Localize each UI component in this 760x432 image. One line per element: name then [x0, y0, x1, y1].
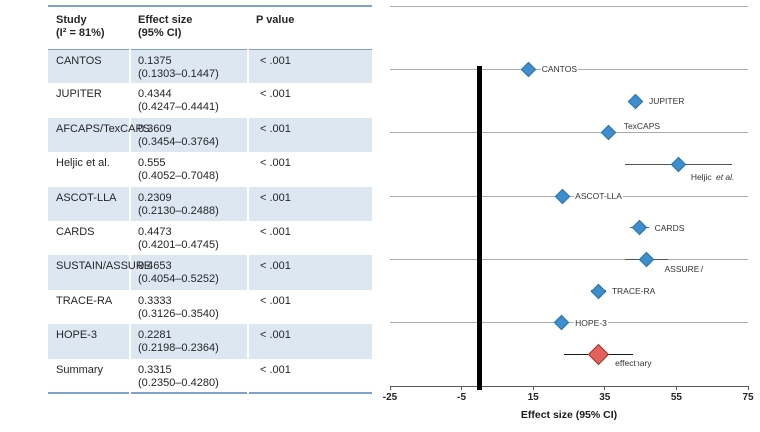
p-value-cell: < .001 [247, 152, 372, 187]
x-axis-tick-label: -25 [382, 392, 398, 403]
header-pvalue-line1: P value [256, 14, 295, 26]
effect-size-marker [670, 156, 686, 173]
table-row: AFCAPS/TexCAPS 0.3609 (0.3454–0.3764) < .00… [48, 117, 372, 153]
x-axis-tick-label: 15 [527, 392, 539, 403]
x-axis-tick [461, 386, 463, 390]
header-study-line1: Study [56, 14, 87, 26]
effect-size-cell: 0.3333 (0.3126–0.3540) [129, 289, 248, 325]
table-row: JUPITER 0.4344 (0.4247–0.4441) < .001 [48, 83, 372, 118]
p-value-cell: < .001 [247, 324, 372, 359]
table-row: Summary 0.3315 (0.2350–0.4280) < .001 [48, 358, 372, 393]
table-row: ASCOT-LLA 0.2309 (0.2130–0.2488) < .001 [48, 186, 372, 221]
study-cell: AFCAPS/TexCAPS [56, 122, 151, 135]
study-cell: CANTOS [56, 54, 102, 67]
x-axis-title: Effect size (95% CI) [520, 409, 618, 421]
effect-size-cell: 0.2281 (0.2198–0.2364) [129, 324, 248, 359]
x-axis-line [390, 385, 748, 387]
x-axis-tick-label: -5 [457, 392, 467, 403]
gridline [390, 258, 748, 260]
study-cell: CARDS [56, 225, 95, 238]
header-effect-line1: Effect size [138, 14, 193, 26]
gridline [390, 132, 748, 134]
effect-size-marker [591, 283, 607, 299]
effect-size-cell: 0.3609 (0.3454–0.3764) [129, 117, 248, 153]
summary-effect-marker [587, 343, 609, 365]
effect-size-marker [600, 124, 617, 141]
gridline [390, 322, 748, 324]
effect-size-marker [553, 314, 569, 331]
study-cell: SUSTAIN/ASSURE [56, 260, 152, 273]
effect-size-marker [627, 93, 643, 109]
x-axis-tick-label: 35 [599, 392, 611, 403]
study-cell: Summary [56, 363, 104, 376]
table-row: Heljic et al. 0.555 (0.4052–0.7048) < .001 [48, 152, 372, 187]
x-axis-tick-label: 55 [670, 392, 682, 403]
forest-plot: -25 -5 15 35 55 75 Effect size (95% CI) CANTOS J… [383, 5, 754, 421]
table-row: TRACE-RA 0.3333 (0.3126–0.3540) < .001 [48, 289, 372, 325]
effect-size-cell: 0.2309 (0.2130–0.2488) [129, 186, 248, 221]
study-cell: ASCOT-LLA [56, 191, 117, 204]
table-header-row: Study (I² = 81%) Effect size (95% CI) P … [48, 6, 372, 50]
p-value-cell: < .001 [247, 49, 372, 84]
study-cell: HOPE-3 [56, 329, 97, 342]
p-value-cell: < .001 [247, 289, 372, 325]
p-value-cell: < .001 [247, 186, 372, 221]
study-cell: JUPITER [56, 88, 102, 101]
header-effect-line2: (95% CI) [138, 27, 182, 39]
x-axis-tick [389, 386, 391, 390]
header-study-line2: (I² = 81%) [56, 27, 105, 39]
zero-reference-line [477, 66, 482, 390]
x-axis-tick [675, 386, 677, 390]
study-cell: TRACE-RA [56, 294, 113, 307]
x-axis-tick-label: 75 [742, 392, 754, 403]
p-value-cell: < .001 [247, 255, 372, 290]
effect-size-cell: 0.1375 (0.1303–0.1447) [129, 49, 248, 84]
gridline [390, 5, 748, 7]
study-cell: Heljic et al. [56, 157, 110, 170]
effect-size-cell: 0.4344 (0.4247–0.4441) [129, 83, 248, 118]
table-row: CANTOS 0.1375 (0.1303–0.1447) < .001 [48, 49, 372, 84]
effect-size-table: Study (I² = 81%) Effect size (95% CI) P … [48, 5, 372, 394]
effect-size-cell: 0.3315 (0.2350–0.4280) [129, 358, 248, 393]
table-row: CARDS 0.4473 (0.4201–0.4745) < .001 [48, 220, 372, 256]
table-row: SUSTAIN/ASSURE 0.4653 (0.4054–0.5252) < .00… [48, 255, 372, 290]
p-value-cell: < .001 [247, 358, 372, 393]
p-value-cell: < .001 [247, 220, 372, 256]
effect-size-cell: 0.4653 (0.4054–0.5252) [129, 255, 248, 290]
x-axis-tick [604, 386, 606, 390]
table-header-p-value: P value [248, 6, 372, 50]
table-header-study: Study (I² = 81%) [48, 6, 130, 50]
p-value-cell: < .001 [247, 83, 372, 118]
effect-size-marker [631, 219, 648, 236]
x-axis-tick [532, 386, 534, 390]
study-table: Study (I² = 81%) Effect size (95% CI) P … [48, 5, 372, 394]
p-value-cell: < .001 [247, 117, 372, 153]
effect-size-cell: 0.555 (0.4052–0.7048) [129, 152, 248, 187]
table-header-effect-size: Effect size (95% CI) [130, 6, 248, 50]
x-axis-tick [747, 386, 749, 390]
table-row: HOPE-3 0.2281 (0.2198–0.2364) < .001 [48, 324, 372, 359]
effect-size-marker [554, 188, 570, 204]
effect-size-marker [520, 61, 537, 78]
effect-size-cell: 0.4473 (0.4201–0.4745) [129, 220, 248, 256]
effect-size-marker [638, 251, 654, 268]
